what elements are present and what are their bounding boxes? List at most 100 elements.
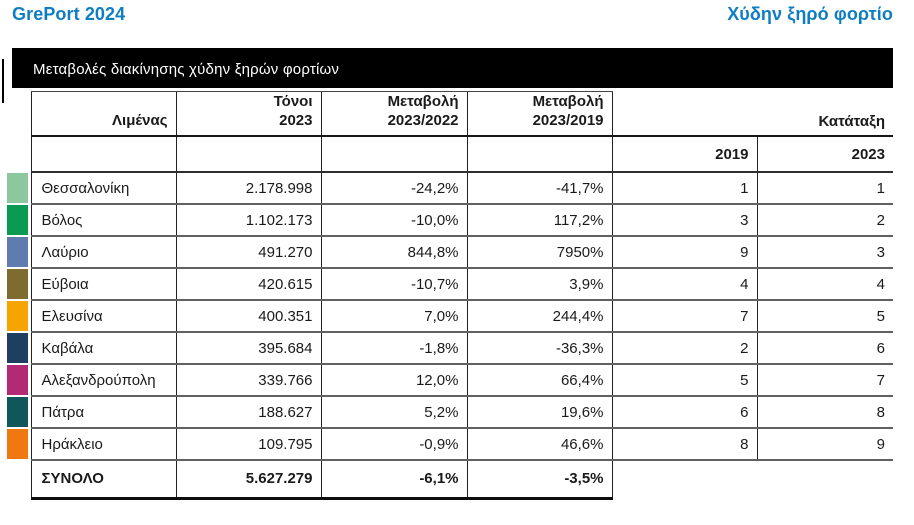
rank-2019: 9 — [611, 236, 757, 269]
change-2023-2019: 244,4% — [466, 300, 612, 333]
rank-2019: 5 — [611, 364, 757, 397]
col-header-change-2023-2022: Μεταβολή 2023/2022 — [320, 91, 467, 137]
rank-2023: 5 — [756, 300, 893, 333]
rank-2023: 8 — [756, 396, 893, 429]
total-row: ΣΥΝΟΛΟ 5.627.279 -6,1% -3,5% — [7, 460, 893, 500]
rank-2023: 6 — [756, 332, 893, 365]
table-row: Ελευσίνα 400.351 7,0% 244,4% 7 5 — [7, 300, 893, 333]
rank-2023: 7 — [756, 364, 893, 397]
port-color-swatch — [7, 173, 28, 203]
header-spacer-cell — [175, 136, 321, 173]
header-spacer-cell — [320, 136, 467, 173]
swatch-cell — [7, 396, 31, 428]
header-row-1: Λιμένας Τόνοι 2023 Μεταβολή 2023/2022 Με… — [7, 91, 893, 137]
port-color-swatch — [7, 269, 28, 299]
rank-2023: 2 — [756, 204, 893, 237]
swatch-spacer — [7, 136, 31, 172]
col-header-ranking: Κατάταξη — [611, 91, 893, 137]
port-color-swatch — [7, 429, 28, 459]
empty-cell — [612, 460, 757, 498]
table-row: Καβάλα 395.684 -1,8% -36,3% 2 6 — [7, 332, 893, 365]
table-title: Μεταβολές διακίνησης χύδην ξηρών φορτίων — [33, 61, 340, 78]
table-row: Αλεξανδρούπολη 339.766 12,0% 66,4% 5 7 — [7, 364, 893, 397]
tons-2023: 109.795 — [175, 428, 321, 461]
swatch-cell — [7, 204, 31, 236]
port-name: Βόλος — [30, 204, 176, 237]
col-header-port: Λιμένας — [30, 91, 176, 137]
rank-2019: 8 — [611, 428, 757, 461]
change-2023-2019: 117,2% — [466, 204, 612, 237]
swatch-cell — [7, 364, 31, 396]
rank-2019: 6 — [611, 396, 757, 429]
change-2023-2019: 46,6% — [466, 428, 612, 461]
tons-2023: 339.766 — [175, 364, 321, 397]
change-2023-2022: -1,8% — [320, 332, 467, 365]
change-2023-2019: -36,3% — [466, 332, 612, 365]
swatch-spacer — [7, 92, 31, 137]
port-color-swatch — [7, 301, 28, 331]
tons-2023: 420.615 — [175, 268, 321, 301]
change-2023-2022: 7,0% — [320, 300, 467, 333]
header-spacer-cell — [30, 136, 176, 173]
rank-2019: 1 — [611, 172, 757, 205]
change-2023-2022: 5,2% — [320, 396, 467, 429]
page-edge-mark — [2, 59, 4, 103]
rank-2023: 9 — [756, 428, 893, 461]
header-row-2: 2019 2023 — [7, 136, 893, 173]
port-color-swatch — [7, 365, 28, 395]
change-2023-2022: -24,2% — [320, 172, 467, 205]
swatch-cell — [7, 428, 31, 460]
tons-2023: 2.178.998 — [175, 172, 321, 205]
port-name: Αλεξανδρούπολη — [30, 364, 176, 397]
port-color-swatch — [7, 205, 28, 235]
table-row: Θεσσαλονίκη 2.178.998 -24,2% -41,7% 1 1 — [7, 172, 893, 205]
table-row: Ηράκλειο 109.795 -0,9% 46,6% 8 9 — [7, 428, 893, 461]
brand-title: GrePort 2024 — [12, 4, 126, 24]
rank-2023: 1 — [756, 172, 893, 205]
rank-2023: 4 — [756, 268, 893, 301]
swatch-cell — [7, 332, 31, 364]
total-change-2023-2022: -6,1% — [320, 460, 467, 500]
change-2023-2022: 844,8% — [320, 236, 467, 269]
rank-2023: 3 — [756, 236, 893, 269]
tons-2023: 491.270 — [175, 236, 321, 269]
swatch-spacer — [7, 460, 31, 498]
change-2023-2019: 19,6% — [466, 396, 612, 429]
ports-bulk-dry-cargo-table: Λιμένας Τόνοι 2023 Μεταβολή 2023/2022 Με… — [7, 91, 893, 500]
section-title: Χύδην ξηρό φορτίο — [727, 4, 893, 24]
port-name: Ελευσίνα — [30, 300, 176, 333]
header-spacer-cell — [466, 136, 612, 173]
swatch-cell — [7, 172, 31, 204]
total-tons-2023: 5.627.279 — [175, 460, 321, 500]
rank-2019: 4 — [611, 268, 757, 301]
port-name: Ηράκλειο — [30, 428, 176, 461]
tons-2023: 395.684 — [175, 332, 321, 365]
change-2023-2022: -0,9% — [320, 428, 467, 461]
port-color-swatch — [7, 333, 28, 363]
port-color-swatch — [7, 397, 28, 427]
col-header-tons: Τόνοι 2023 — [175, 91, 321, 137]
col-header-change-2023-2019: Μεταβολή 2023/2019 — [466, 91, 612, 137]
port-name: Καβάλα — [30, 332, 176, 365]
port-name: Λαύριο — [30, 236, 176, 269]
tons-2023: 400.351 — [175, 300, 321, 333]
port-name: Εύβοια — [30, 268, 176, 301]
table-row: Πάτρα 188.627 5,2% 19,6% 6 8 — [7, 396, 893, 429]
rank-2019: 7 — [611, 300, 757, 333]
change-2023-2022: -10,0% — [320, 204, 467, 237]
change-2023-2019: 66,4% — [466, 364, 612, 397]
total-change-2023-2019: -3,5% — [466, 460, 613, 500]
port-color-swatch — [7, 237, 28, 267]
change-2023-2019: -41,7% — [466, 172, 612, 205]
rank-2019: 3 — [611, 204, 757, 237]
swatch-cell — [7, 268, 31, 300]
table-title-bar: Μεταβολές διακίνησης χύδην ξηρών φορτίων — [12, 48, 893, 88]
tons-2023: 188.627 — [175, 396, 321, 429]
col-header-rank-2023: 2023 — [756, 136, 893, 173]
port-name: Πάτρα — [30, 396, 176, 429]
port-name: Θεσσαλονίκη — [30, 172, 176, 205]
tons-2023: 1.102.173 — [175, 204, 321, 237]
table-row: Λαύριο 491.270 844,8% 7950% 9 3 — [7, 236, 893, 269]
col-header-rank-2019: 2019 — [611, 136, 757, 173]
